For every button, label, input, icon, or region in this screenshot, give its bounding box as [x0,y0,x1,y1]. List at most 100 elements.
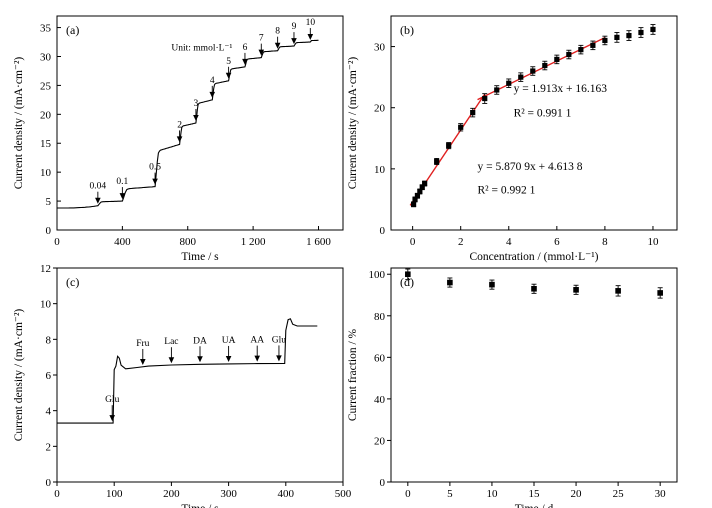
arrow-label: 0.04 [90,182,107,192]
fit-equation: y = 5.870 9x + 4.613 8 [478,161,583,173]
arrow-label: Fru [136,339,149,349]
arrow-label: 0.5 [149,163,161,173]
arrow-label: AA [250,336,264,346]
x-tick-label: 0 [410,236,416,248]
x-tick-label: 5 [447,488,453,500]
x-tick-label: 2 [458,236,464,248]
x-tick-label: 20 [571,488,583,500]
y-tick-label: 8 [46,334,52,346]
arrow-label: 8 [275,27,280,37]
x-axis-title: Time / s [181,503,219,508]
data-point [615,288,621,294]
x-axis-title: Time / d [515,503,554,508]
data-point [422,180,428,187]
arrow-head [225,355,232,362]
arrow-head [258,49,265,56]
plot-frame [56,267,344,483]
arrow-head [209,91,216,98]
x-axis-title: Time / s [181,251,219,263]
data-point [494,87,500,93]
data-point [602,37,608,44]
data-point [530,68,536,74]
data-point [657,290,663,296]
data-point [506,80,512,86]
arrow-label: 0.1 [116,177,128,187]
data-point [447,279,453,286]
data-point [412,196,418,203]
unit-note: Unit: mmol·L⁻¹ [171,44,232,54]
data-point [573,287,579,293]
data-point [531,285,537,292]
panel-b: 0 2 4 6 8 10 0 10 20 30 Concentration / (mmol·L⁻¹)… [347,15,678,263]
arrow-head [168,357,175,364]
arrow-head [193,115,199,121]
y-axis-title: Current fraction / % [347,328,359,421]
x-axis-title: Concentration / (mmol·L⁻¹) [470,251,599,263]
panel-d: 0 5 10 15 20 25 30 0 20 40 60 80 100 Time / d Current … [347,267,678,508]
data-point [419,184,425,190]
panel-label: (c) [66,275,79,289]
data-point [434,158,440,165]
y-tick-label: 10 [374,164,386,176]
panel-label: (a) [66,23,79,37]
x-tick-label: 25 [613,488,625,500]
y-tick-label: 2 [46,441,52,453]
x-tick-label: 400 [114,236,131,248]
x-tick-label: 8 [602,236,608,248]
x-tick-label: 4 [506,236,512,248]
arrow-label: Lac [164,337,178,347]
data-point [554,56,560,63]
x-tick-label: 400 [278,488,295,500]
data-point [638,29,644,36]
y-tick-label: 100 [369,269,386,281]
data-point [458,124,464,130]
y-axis-title: Current density / (mA·cm⁻²) [13,309,25,442]
data-point [446,143,452,149]
arrow-head [176,136,183,143]
data-point [414,193,421,199]
x-tick-label: 10 [486,488,498,500]
arrow-head [254,355,260,362]
fit-equation: y = 1.913x + 16.163 [514,83,608,95]
data-point [614,34,620,40]
x-tick-label: 0 [54,236,60,248]
y-axis-title: Current density / (mA·cm⁻²) [13,57,25,190]
arrow-label: Glu [272,335,287,345]
y-tick-label: 0 [380,477,386,489]
y-tick-label: 30 [374,42,386,54]
y-axis-title: Current density / (mA·cm⁻²) [347,57,359,190]
data-point [566,51,572,58]
plot-frame [390,267,678,483]
arrow-head [119,193,126,200]
x-tick-label: 800 [179,236,196,248]
y-tick-label: 20 [374,103,386,115]
data-point [542,62,548,69]
x-tick-label: 6 [554,236,560,248]
y-tick-label: 0 [46,477,52,489]
x-tick-label: 100 [106,488,123,500]
arrow-head [276,355,282,362]
panel-label: (b) [400,23,414,37]
data-point [578,47,584,53]
arrow-head [95,197,101,204]
panel-c: 0 100 200 300 400 500 0 2 4 6 8 10 12 Time / s Current… [13,263,352,508]
data-point [650,26,656,33]
data-point [482,95,488,102]
x-tick-label: 200 [163,488,180,500]
arrow-head [197,356,203,363]
y-tick-label: 40 [374,394,386,406]
plot-frame [56,15,344,231]
y-tick-label: 0 [380,225,386,237]
arrow-head [109,415,115,422]
y-tick-label: 20 [40,109,52,121]
arrow-label: 9 [292,22,297,32]
arrow-label: 2 [177,120,182,130]
y-tick-label: 6 [46,370,52,382]
y-tick-label: 12 [40,263,51,275]
x-tick-label: 300 [220,488,237,500]
y-tick-label: 5 [46,196,52,208]
fit-r2: R² = 0.991 1 [514,107,572,119]
x-tick-label: 1 200 [241,236,266,248]
x-tick-label: 0 [54,488,60,500]
